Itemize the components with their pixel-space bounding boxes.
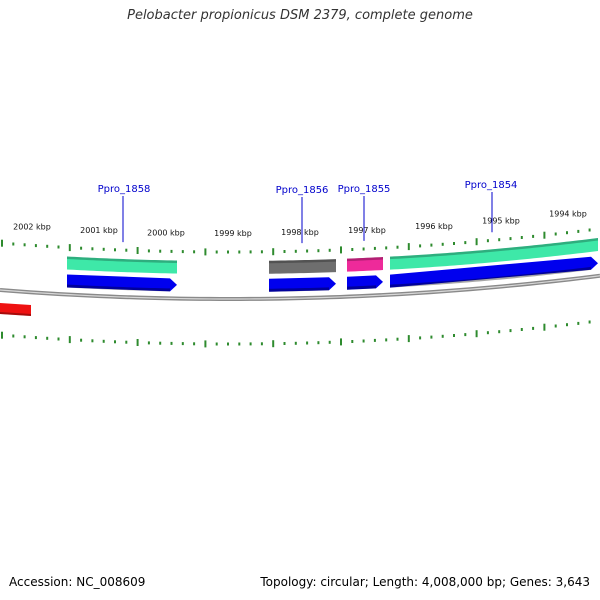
feature-bar-shadow [347, 257, 383, 262]
feature-bar-Ppro_1858 [67, 256, 177, 274]
ruler-label: 1997 kbp [348, 226, 386, 235]
ruler-label: 1998 kbp [281, 228, 319, 237]
cds-arrow-Ppro_1856 [269, 277, 336, 292]
ruler-label: 1999 kbp [214, 229, 252, 238]
accession-label: Accession: NC_008609 [9, 575, 146, 589]
ruler-label: 1995 kbp [482, 217, 520, 226]
map-title: Pelobacter propionicus DSM 2379, complet… [127, 8, 473, 23]
feature-bar-shadow [390, 237, 598, 260]
feature-bar-shadow [269, 259, 336, 264]
ruler-label: 2002 kbp [13, 222, 51, 231]
ruler-label: 2000 kbp [147, 228, 185, 237]
ruler-label: 2001 kbp [80, 226, 118, 235]
cds-arrow-shadow [347, 285, 376, 290]
genes-stat: Genes: 3,643 [509, 575, 590, 589]
feature-bar-Ppro_1856 [269, 259, 336, 274]
topology-stat: Topology: circular [260, 575, 365, 589]
cds-arrow-Ppro_1858 [67, 274, 177, 292]
cds-arrow-shadow [269, 287, 329, 292]
ruler-label: 1996 kbp [415, 222, 453, 231]
gene-label: Ppro_1854 [465, 180, 518, 191]
cds-arrow-Ppro_1854 [390, 256, 598, 288]
cds-arrow-Ppro_1855 [347, 275, 383, 290]
gene-label: Ppro_1858 [98, 184, 151, 195]
cds-arrow-shadow [390, 266, 591, 288]
feature-bar-Ppro_1854 [390, 237, 598, 270]
reverse-strand-feature [0, 303, 31, 316]
cds-arrow-shadow [67, 284, 170, 292]
stat-separator: ; [364, 575, 373, 589]
length-stat: Length: 4,008,000 bp [372, 575, 502, 589]
ruler-label: 1994 kbp [549, 210, 587, 219]
gene-label: Ppro_1855 [338, 184, 391, 195]
feature-bar-Ppro_1855 [347, 257, 383, 272]
genome-stats: Topology: circular; Length: 4,008,000 bp… [260, 575, 590, 589]
reverse-feature-shadow [0, 312, 31, 316]
backbone-inner-line [0, 275, 600, 300]
stat-separator: ; [502, 575, 510, 589]
feature-bar-shadow [67, 256, 177, 264]
gene-label: Ppro_1856 [276, 185, 329, 196]
